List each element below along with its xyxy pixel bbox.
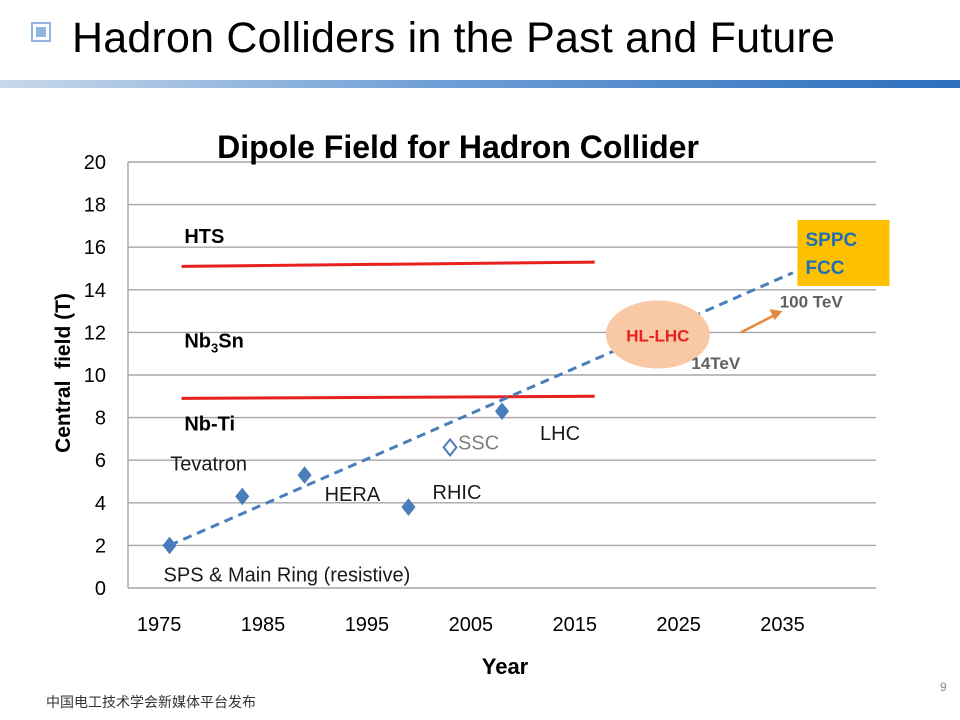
footer-text: 中国电工技术学会新媒体平台发布 <box>46 694 256 710</box>
fcc-energy-label: 100 TeV <box>780 293 844 312</box>
hl-lhc-label: HL-LHC <box>626 327 689 346</box>
data-point-tevatron <box>235 487 250 506</box>
y-tick-labels: 0 2 4 6 8 10 12 14 16 18 20 <box>84 152 106 600</box>
energy-arrow-shaft <box>740 312 778 334</box>
y-tick-label: 10 <box>84 365 106 387</box>
y-tick-label: 14 <box>84 280 106 302</box>
data-point-lhc <box>494 402 510 421</box>
data-point-ssc <box>442 437 458 458</box>
title-bullet-fill <box>36 27 46 37</box>
data-points <box>162 402 510 555</box>
x-tick-label: 1975 <box>137 614 182 636</box>
energy-arrow-head-icon <box>769 309 783 321</box>
material-label-subscript: 3 <box>211 340 218 355</box>
data-labels: HTS Nb3Sn Nb-Ti SPS & Main Ring (resistive)… <box>164 226 858 586</box>
chart-title: Dipole Field for Hadron Collider <box>217 129 699 165</box>
data-point-sps <box>162 536 177 555</box>
material-label: Nb-Ti <box>184 413 235 435</box>
x-tick-label: 1995 <box>345 614 390 636</box>
hl-lhc-energy-label: 14TeV <box>691 354 740 373</box>
y-axis-label: Central field (T) <box>52 293 75 453</box>
limit-line-hts <box>181 260 595 268</box>
y-tick-label: 0 <box>95 578 106 600</box>
y-tick-label: 4 <box>95 493 106 515</box>
title-bullet-icon <box>31 22 51 42</box>
x-tick-label: 2035 <box>760 614 805 636</box>
data-label: SPS & Main Ring (resistive) <box>164 564 411 586</box>
y-tick-label: 16 <box>84 237 106 259</box>
x-tick-label: 2005 <box>449 614 494 636</box>
x-tick-label: 1985 <box>241 614 286 636</box>
annotation-backgrounds <box>605 220 890 369</box>
title-rule <box>0 80 960 88</box>
x-tick-labels: 1975 1985 1995 2005 2015 2025 2035 <box>137 614 805 636</box>
hl-lhc-ellipse <box>605 300 710 369</box>
slide-header: Hadron Colliders in the Past and Future <box>0 0 960 90</box>
y-tick-label: 8 <box>95 408 106 430</box>
material-label: HTS <box>184 226 224 248</box>
data-point-hera <box>297 466 312 484</box>
trend-line-group <box>168 271 794 547</box>
data-label: Tevatron <box>170 453 247 475</box>
x-axis-label: Year <box>482 654 529 679</box>
sppc-fcc-box <box>797 220 890 286</box>
y-tick-label: 20 <box>84 152 106 174</box>
material-label: Nb3Sn <box>184 330 243 355</box>
sppc-label: SPPC <box>805 230 857 251</box>
y-tick-label: 6 <box>95 450 106 472</box>
slide-title: Hadron Colliders in the Past and Future <box>72 14 836 62</box>
fcc-label: FCC <box>805 258 844 279</box>
data-label: SSC <box>458 432 499 454</box>
x-tick-label: 2015 <box>552 614 597 636</box>
data-point-rhic <box>401 498 416 516</box>
data-label: RHIC <box>433 482 482 504</box>
data-label: HERA <box>325 484 381 506</box>
data-label: LHC <box>540 423 580 445</box>
page-number: 9 <box>940 680 947 694</box>
y-tick-label: 12 <box>84 322 106 344</box>
limit-lines <box>181 260 595 400</box>
limit-line-nb3sn <box>181 394 595 400</box>
trend-line <box>168 271 794 547</box>
x-tick-label: 2025 <box>656 614 701 636</box>
y-tick-label: 18 <box>84 195 106 217</box>
material-label-suffix: Sn <box>218 330 244 352</box>
grid-lines <box>127 161 876 589</box>
y-tick-label: 2 <box>95 535 106 557</box>
